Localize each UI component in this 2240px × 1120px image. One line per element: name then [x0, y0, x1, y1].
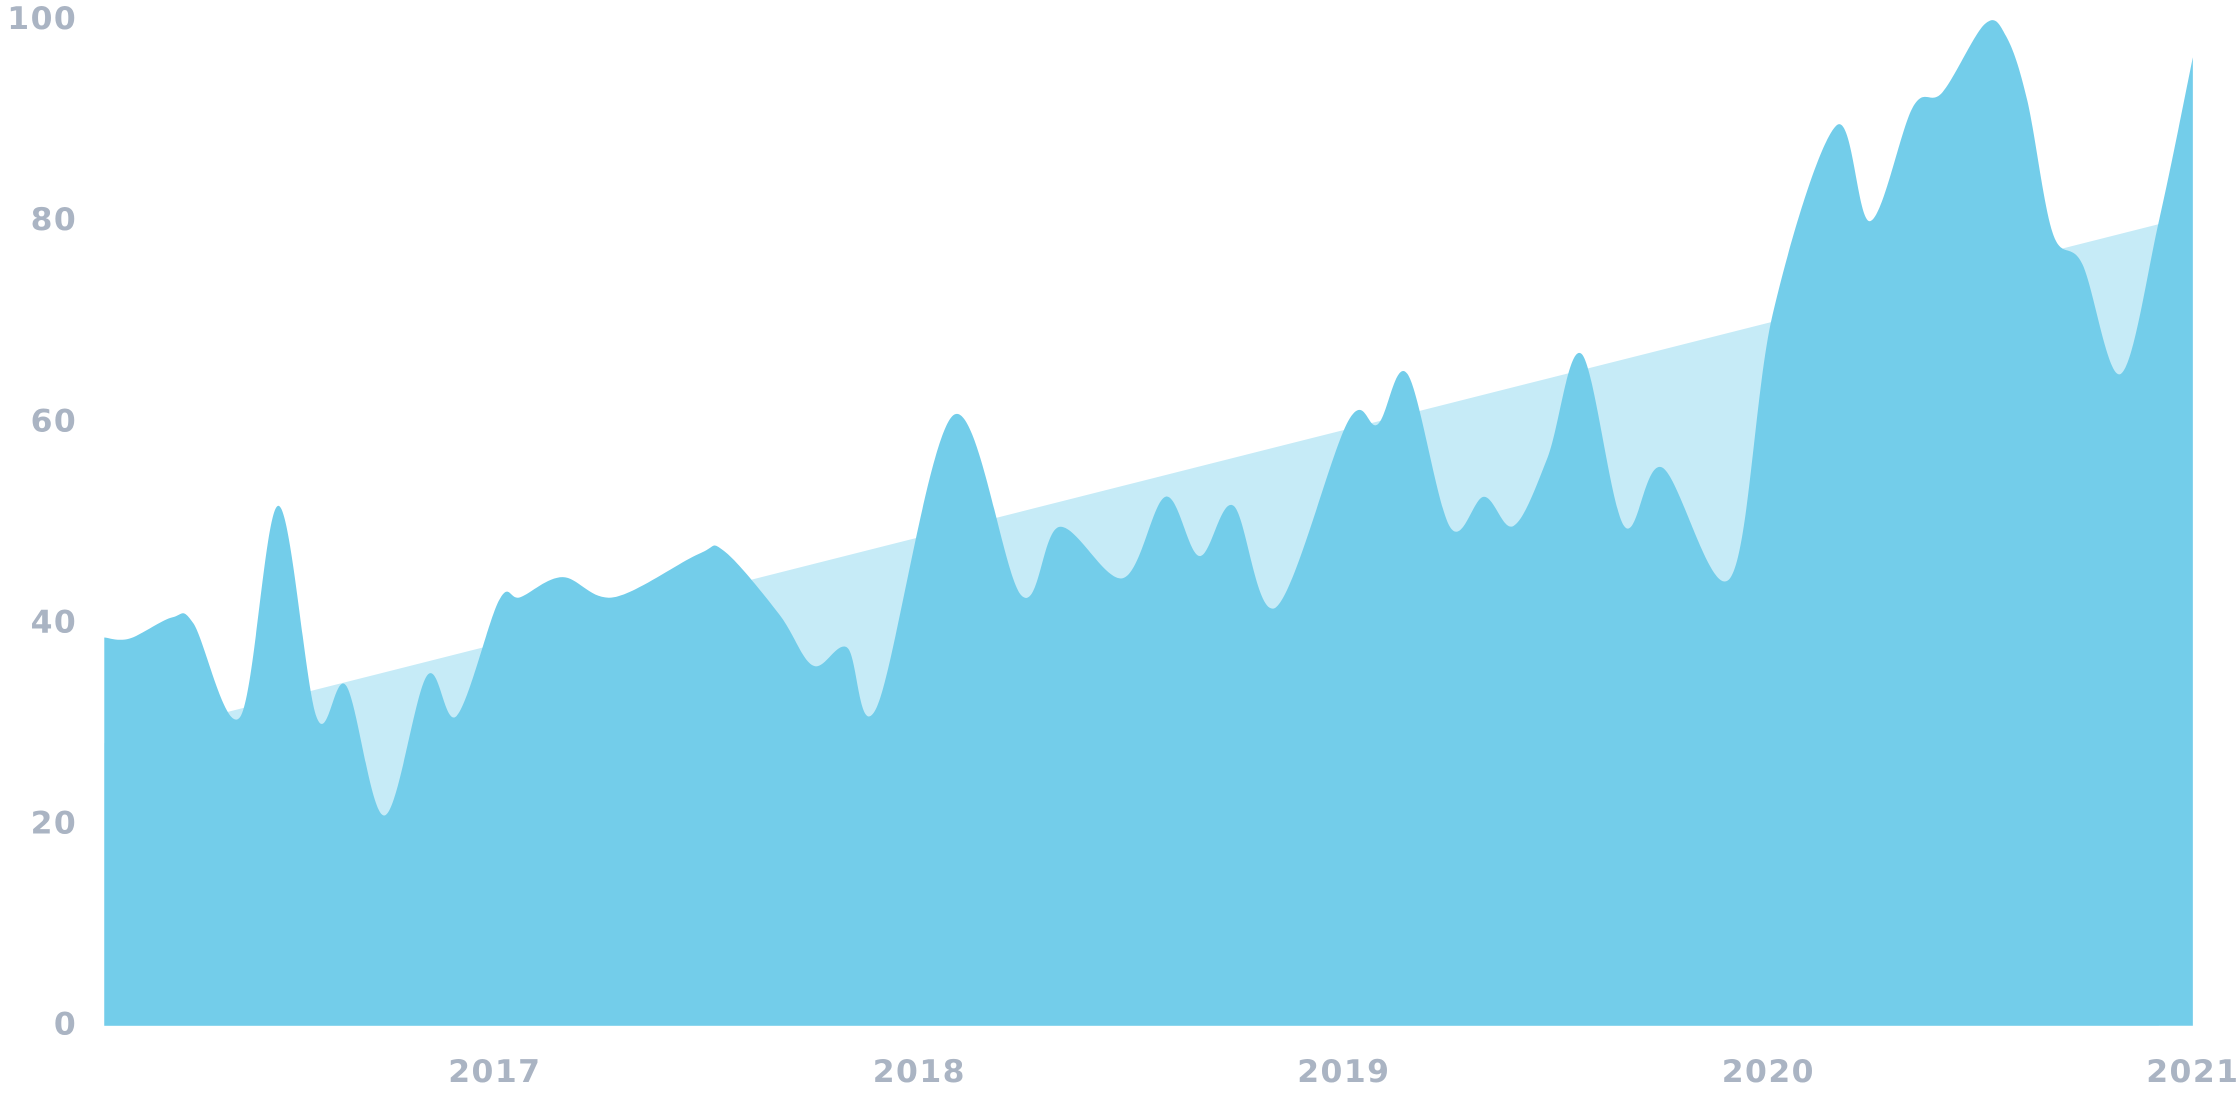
area: [104, 20, 2193, 1026]
x-tick-label: 2020: [1722, 1054, 1815, 1090]
y-tick-label: 80: [31, 202, 78, 238]
x-tick-label: 2018: [873, 1054, 966, 1090]
x-tick-label: 2019: [1297, 1054, 1390, 1090]
x-tick-label: 2021: [2146, 1054, 2239, 1090]
y-tick-label: 0: [54, 1007, 77, 1043]
y-tick-label: 60: [31, 403, 78, 439]
x-tick-label: 2017: [448, 1054, 541, 1090]
y-tick-label: 100: [7, 1, 77, 37]
y-tick-label: 40: [31, 604, 78, 640]
y-tick-label: 20: [31, 806, 78, 842]
